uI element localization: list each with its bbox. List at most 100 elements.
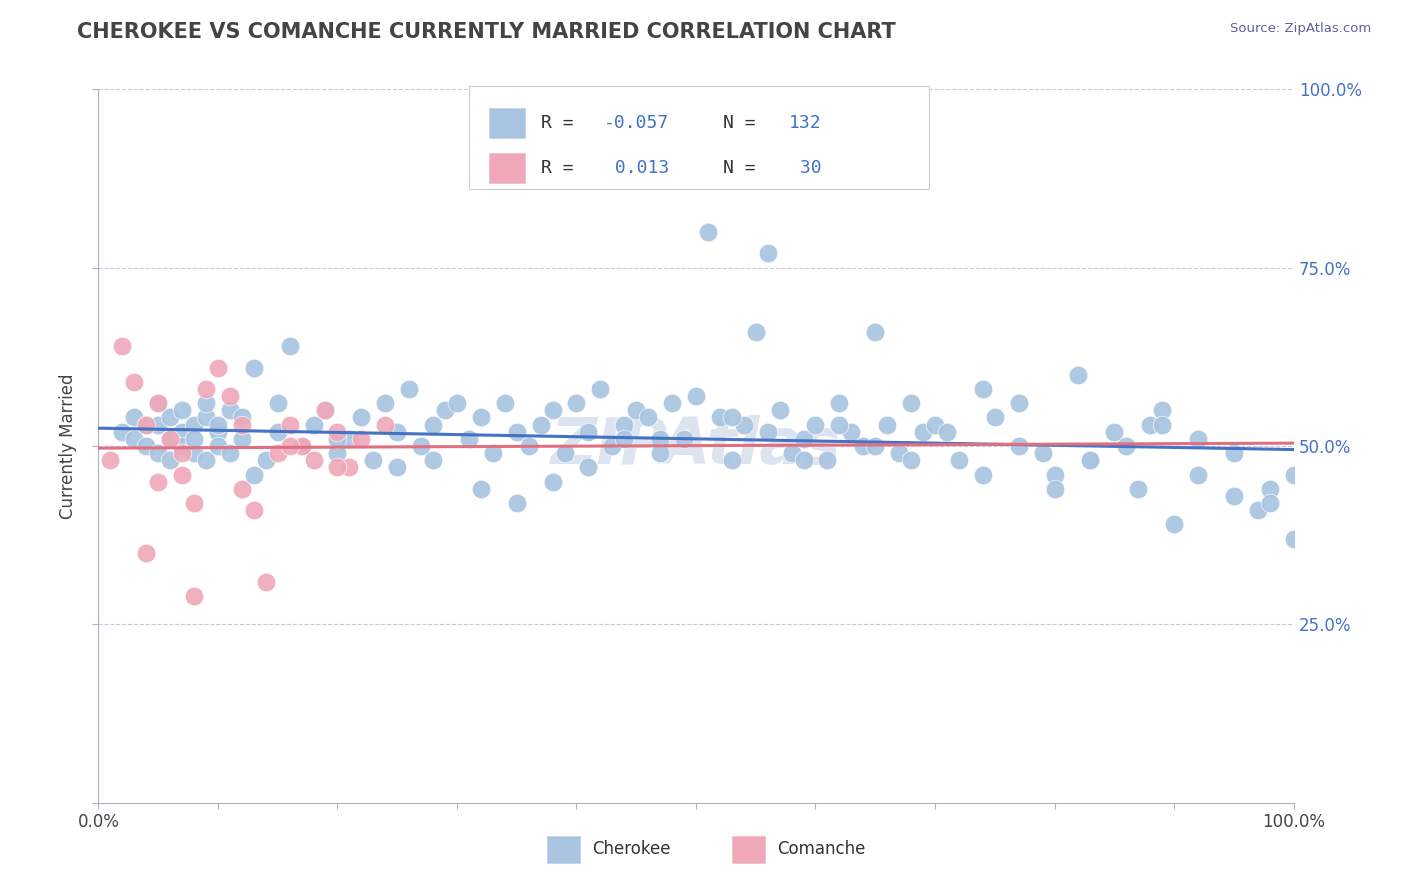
Point bbox=[648, 432, 672, 446]
Point bbox=[733, 417, 755, 432]
Point bbox=[278, 417, 301, 432]
Point bbox=[685, 161, 707, 175]
Point bbox=[1223, 489, 1246, 503]
Point bbox=[1223, 446, 1246, 460]
Point bbox=[602, 439, 624, 453]
Point bbox=[1104, 425, 1126, 439]
FancyBboxPatch shape bbox=[489, 153, 524, 183]
Point bbox=[709, 410, 731, 425]
Point bbox=[828, 396, 851, 410]
Point bbox=[315, 403, 337, 417]
Y-axis label: Currently Married: Currently Married bbox=[59, 373, 77, 519]
Point bbox=[613, 417, 636, 432]
Point bbox=[900, 396, 922, 410]
Point bbox=[1067, 368, 1090, 382]
Text: R =: R = bbox=[541, 159, 583, 178]
Point bbox=[517, 439, 540, 453]
Point bbox=[541, 403, 564, 417]
Point bbox=[685, 389, 707, 403]
Point bbox=[530, 417, 553, 432]
Point bbox=[1282, 532, 1305, 546]
Point bbox=[363, 453, 385, 467]
Point bbox=[721, 410, 744, 425]
Text: N =: N = bbox=[724, 159, 766, 178]
Point bbox=[159, 410, 181, 425]
Point bbox=[422, 417, 444, 432]
Point bbox=[565, 396, 588, 410]
Point bbox=[267, 425, 290, 439]
Point bbox=[506, 496, 529, 510]
Point bbox=[721, 453, 744, 467]
Text: Source: ZipAtlas.com: Source: ZipAtlas.com bbox=[1230, 22, 1371, 36]
Point bbox=[374, 417, 396, 432]
Point bbox=[1128, 482, 1150, 496]
Text: N =: N = bbox=[724, 114, 766, 132]
Text: 30: 30 bbox=[789, 159, 823, 178]
Point bbox=[626, 403, 648, 417]
Point bbox=[231, 432, 253, 446]
Point bbox=[852, 439, 875, 453]
Point bbox=[326, 425, 349, 439]
FancyBboxPatch shape bbox=[489, 108, 524, 138]
Point bbox=[350, 432, 373, 446]
Point bbox=[1163, 517, 1185, 532]
Point bbox=[302, 417, 325, 432]
Point bbox=[302, 453, 325, 467]
Point bbox=[339, 460, 361, 475]
Point bbox=[661, 396, 683, 410]
Point bbox=[889, 446, 911, 460]
FancyBboxPatch shape bbox=[547, 837, 581, 863]
Point bbox=[159, 453, 181, 467]
Point bbox=[470, 482, 492, 496]
Point bbox=[243, 503, 266, 517]
Point bbox=[972, 467, 994, 482]
Point bbox=[135, 546, 157, 560]
Point bbox=[434, 403, 457, 417]
Point bbox=[219, 446, 242, 460]
Point bbox=[135, 417, 157, 432]
Point bbox=[828, 417, 851, 432]
Point bbox=[183, 446, 205, 460]
Point bbox=[1187, 467, 1209, 482]
Point bbox=[780, 446, 803, 460]
Text: -0.057: -0.057 bbox=[605, 114, 669, 132]
Point bbox=[984, 410, 1007, 425]
Point bbox=[111, 425, 134, 439]
Point bbox=[1258, 496, 1281, 510]
Point bbox=[948, 453, 970, 467]
Point bbox=[793, 453, 815, 467]
Text: 132: 132 bbox=[789, 114, 823, 132]
Point bbox=[135, 439, 157, 453]
Point bbox=[243, 467, 266, 482]
Point bbox=[793, 432, 815, 446]
Text: CHEROKEE VS COMANCHE CURRENTLY MARRIED CORRELATION CHART: CHEROKEE VS COMANCHE CURRENTLY MARRIED C… bbox=[77, 22, 896, 42]
Point bbox=[195, 410, 218, 425]
Point bbox=[745, 325, 768, 339]
Text: Cherokee: Cherokee bbox=[592, 840, 671, 858]
Point bbox=[326, 432, 349, 446]
Point bbox=[207, 417, 229, 432]
Point bbox=[470, 410, 492, 425]
Point bbox=[1080, 453, 1102, 467]
Point bbox=[589, 382, 612, 396]
Point bbox=[254, 453, 277, 467]
Point bbox=[494, 396, 516, 410]
Point bbox=[648, 446, 672, 460]
Point bbox=[385, 460, 409, 475]
Point bbox=[841, 425, 863, 439]
Point bbox=[900, 453, 922, 467]
Point bbox=[148, 396, 170, 410]
Point bbox=[172, 425, 194, 439]
Point bbox=[446, 396, 468, 410]
Point bbox=[756, 246, 779, 260]
Point bbox=[865, 325, 887, 339]
Point bbox=[422, 453, 444, 467]
FancyBboxPatch shape bbox=[733, 837, 765, 863]
Text: ZIPAtlas: ZIPAtlas bbox=[551, 415, 841, 477]
Point bbox=[1247, 503, 1270, 517]
Point bbox=[1152, 403, 1174, 417]
Point bbox=[756, 425, 779, 439]
Point bbox=[1008, 439, 1031, 453]
Point bbox=[1008, 396, 1031, 410]
Point bbox=[1139, 417, 1161, 432]
